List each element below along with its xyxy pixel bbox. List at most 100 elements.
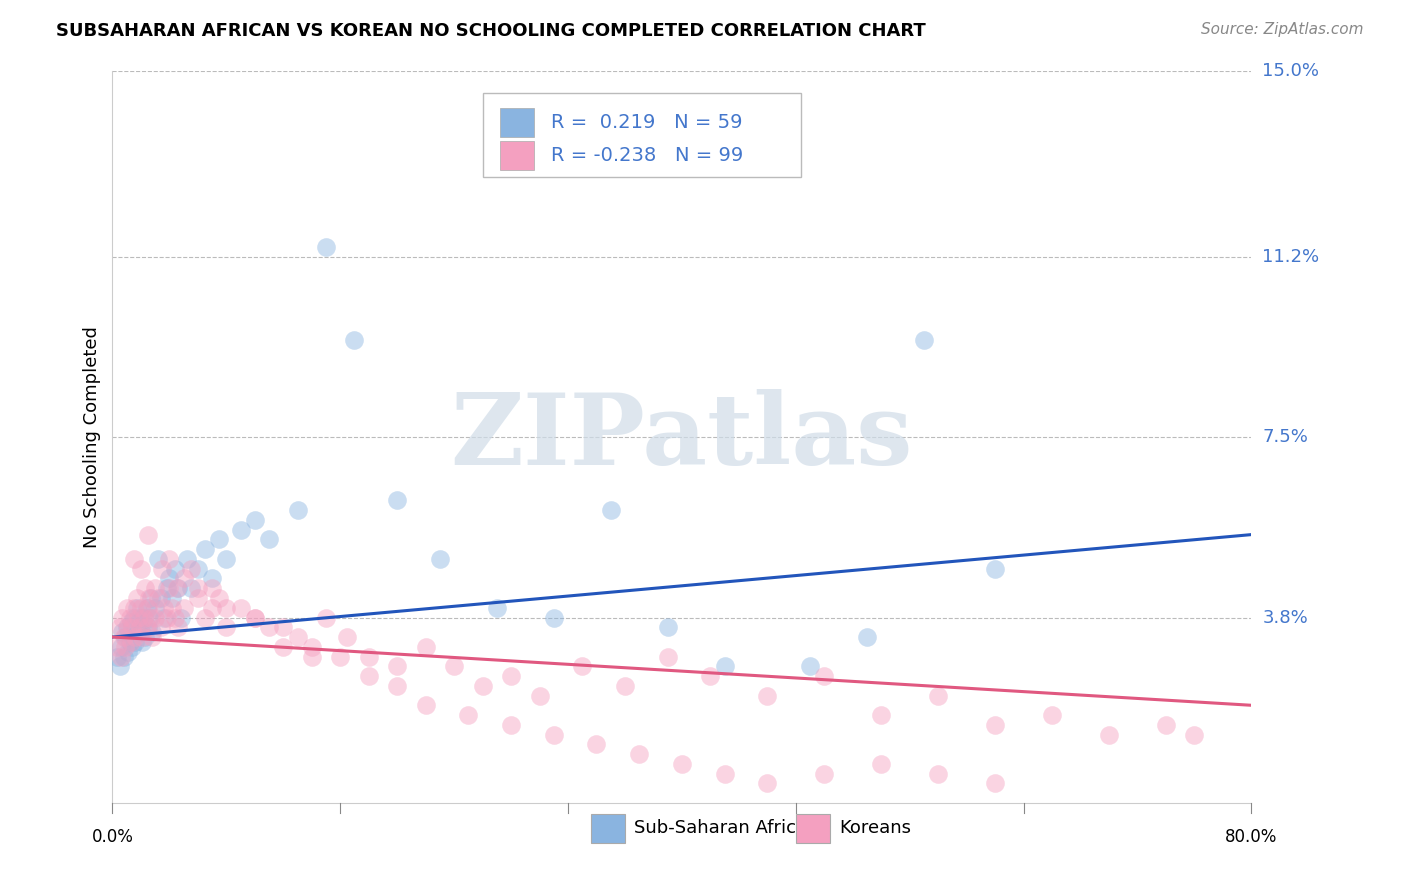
Point [129, 562, 152, 576]
Point [201, 581, 224, 595]
Point [121, 620, 143, 634]
Point [713, 659, 735, 673]
Point [134, 630, 156, 644]
Point [170, 610, 193, 624]
Point [529, 689, 551, 703]
Point [187, 562, 209, 576]
Point [315, 610, 337, 624]
Point [329, 649, 352, 664]
Point [699, 669, 721, 683]
Text: 80.0%: 80.0% [1225, 828, 1278, 846]
Point [117, 645, 139, 659]
Point [117, 620, 139, 634]
Point [135, 600, 157, 615]
Point [136, 600, 159, 615]
Text: 3.8%: 3.8% [1263, 608, 1308, 626]
Point [1040, 708, 1063, 723]
Point [187, 581, 209, 595]
Text: Source: ZipAtlas.com: Source: ZipAtlas.com [1201, 22, 1364, 37]
Point [336, 630, 359, 644]
Point [415, 640, 437, 654]
Point [167, 620, 190, 634]
Point [243, 610, 266, 624]
Point [155, 610, 177, 624]
Point [180, 562, 202, 576]
Point [139, 610, 162, 624]
Point [108, 620, 131, 634]
Point [927, 766, 949, 780]
Text: SUBSAHARAN AFRICAN VS KOREAN NO SCHOOLING COMPLETED CORRELATION CHART: SUBSAHARAN AFRICAN VS KOREAN NO SCHOOLIN… [56, 22, 927, 40]
Text: 11.2%: 11.2% [1263, 248, 1320, 266]
Point [713, 766, 735, 780]
Point [571, 659, 593, 673]
Point [162, 600, 184, 615]
Point [127, 625, 149, 640]
FancyBboxPatch shape [499, 108, 534, 137]
Point [194, 542, 217, 557]
Point [756, 689, 779, 703]
Point [111, 625, 134, 640]
Point [132, 610, 155, 624]
Point [149, 591, 172, 605]
Point [543, 727, 565, 741]
Point [870, 756, 893, 771]
Point [139, 591, 162, 605]
Point [599, 503, 621, 517]
Point [105, 649, 128, 664]
Point [121, 640, 143, 654]
Point [201, 600, 224, 615]
Point [136, 620, 159, 634]
Point [257, 533, 280, 547]
Point [243, 610, 266, 624]
Point [927, 689, 949, 703]
Point [127, 610, 149, 624]
Point [657, 649, 679, 664]
Point [385, 679, 409, 693]
Point [118, 635, 141, 649]
Point [657, 620, 679, 634]
Point [501, 718, 523, 732]
Point [984, 562, 1007, 576]
Point [543, 610, 565, 624]
Point [415, 698, 437, 713]
Point [173, 600, 195, 615]
Point [194, 610, 217, 624]
Point [155, 581, 177, 595]
Point [243, 513, 266, 527]
Point [215, 600, 238, 615]
Point [159, 581, 180, 595]
Point [131, 635, 153, 649]
Point [301, 640, 323, 654]
Point [208, 591, 231, 605]
Point [152, 600, 174, 615]
Point [799, 659, 821, 673]
Y-axis label: No Schooling Completed: No Schooling Completed [83, 326, 101, 548]
Point [124, 635, 146, 649]
Point [143, 610, 166, 624]
Point [187, 591, 209, 605]
Point [756, 776, 779, 790]
Text: 0.0%: 0.0% [91, 828, 134, 846]
Point [122, 552, 145, 566]
Point [134, 581, 156, 595]
Point [315, 240, 337, 254]
Point [385, 493, 409, 508]
Point [357, 649, 380, 664]
Point [136, 527, 159, 541]
Point [141, 630, 163, 644]
Point [112, 649, 135, 664]
Point [301, 649, 323, 664]
FancyBboxPatch shape [499, 141, 534, 170]
Point [671, 756, 693, 771]
Point [215, 620, 238, 634]
Text: Sub-Saharan Africans: Sub-Saharan Africans [634, 820, 828, 838]
Text: 15.0%: 15.0% [1263, 62, 1319, 80]
Point [287, 630, 309, 644]
Point [613, 679, 636, 693]
Point [165, 562, 187, 576]
Point [167, 581, 190, 595]
Point [135, 620, 157, 634]
FancyBboxPatch shape [482, 94, 801, 178]
Point [143, 600, 166, 615]
FancyBboxPatch shape [591, 814, 624, 843]
